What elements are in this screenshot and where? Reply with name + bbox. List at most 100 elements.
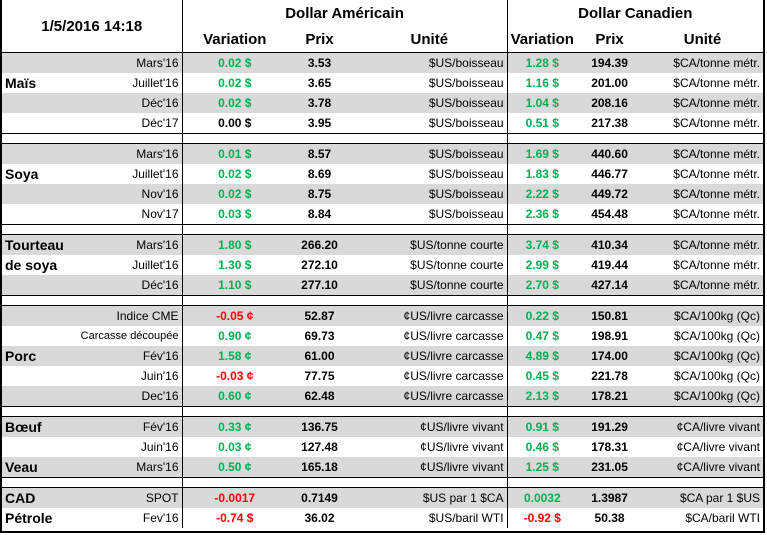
us-price: 8.75 [287,184,353,204]
table-row: Dec'16 0.60 ¢ 62.48 ¢US/livre carcasse 2.13 … [2,386,763,407]
us-variation-header: Variation [181,26,288,53]
table-row: Indice CME -0.05 ¢ 52.87 ¢US/livre carcasse… [2,305,763,326]
ca-variation: 1.69 $ [506,143,578,164]
us-unit: $US par 1 $CA [352,487,508,508]
us-unit: $US/boisseau [352,52,508,73]
ca-variation: 0.47 $ [506,326,578,346]
table-row: Déc'16 1.10 $277.10 $US/tonne courte 2.70 $… [2,275,763,296]
table-row: de soya Juillet'16 1.30 $ 272.10 $US/tonne c… [2,255,763,275]
ca-unit: $CA/tonne métr. [642,234,763,255]
us-variation: 0.90 ¢ [181,326,288,346]
ca-unit: $CA/tonne métr. [642,52,763,73]
ca-variation: 0.0032 [506,487,578,508]
ca-price: 201.00 [591,76,628,90]
ca-price: 198.91 [591,329,628,343]
us-unit-header: Unité [410,30,449,48]
group-label [2,93,70,113]
us-unit: $US/boisseau [352,143,508,164]
ca-variation-header: Variation [506,26,578,53]
contract: Fév'16 [70,346,183,366]
ca-variation: 0.51 $ [506,113,578,134]
ca-variation: 4.89 $ [506,346,578,366]
ca-unit: $CA par 1 $US [642,487,763,508]
table-row: Juin'16 -0.03 ¢ 77.75 ¢US/livre carcasse 0.4… [2,366,763,386]
contract: Mars'16 [70,143,183,164]
ca-variation: 2.22 $ [506,184,578,204]
ca-price: 427.14 [577,275,643,296]
us-price: 8.57 [287,143,353,164]
group-label: Pétrole [5,510,53,526]
contract: Nov'17 [141,207,179,221]
table-row: Soya Juillet'16 0.02 $ 8.69 $US/boisseau 1.83… [2,164,763,184]
group-label: Tourteau [2,234,70,255]
ca-unit: $CA/100kg (Qc) [673,369,760,383]
contract: Juillet'16 [132,258,179,272]
us-price: 277.10 [287,275,353,296]
group-label: Porc [2,346,70,366]
us-price: 266.20 [287,234,353,255]
us-variation: -0.74 $ [181,508,288,528]
group-label: de soya [5,257,58,273]
usd-title: Dollar Américain [181,0,508,26]
us-variation: 0.60 ¢ [181,386,288,407]
separator-row [2,133,763,144]
table-row: Mars'16 0.01 $8.57 $US/boisseau 1.69 $440.6… [2,143,763,164]
separator-row [2,295,763,306]
ca-price: 208.16 [577,93,643,113]
contract: Juin'16 [140,369,179,383]
ca-price: 410.34 [577,234,643,255]
us-unit: $US/boisseau [428,116,504,130]
us-unit: ¢US/livre carcasse [352,386,508,407]
us-variation: 1.58 ¢ [181,346,288,366]
group-label [2,52,70,73]
ca-price: 454.48 [591,207,628,221]
ca-variation: 3.74 $ [506,234,578,255]
us-price-header: Prix [305,30,334,48]
group-label: Bœuf [2,416,70,437]
ca-unit: $CA/tonne métr. [673,207,760,221]
ca-unit: $CA/100kg (Qc) [642,346,763,366]
contract: Nov'16 [70,184,183,204]
us-variation: 0.02 $ [181,164,288,184]
ca-unit: $CA/tonne métr. [642,93,763,113]
ca-variation: 1.04 $ [506,93,578,113]
ca-variation: -0.92 $ [506,508,578,528]
us-variation: 0.50 ¢ [181,457,288,478]
us-unit: $US/boisseau [352,184,508,204]
us-unit: $US/tonne courte [410,258,504,272]
ca-price: 440.60 [577,143,643,164]
contract: SPOT [70,487,183,508]
us-price: 69.73 [304,329,335,343]
us-price: 52.87 [287,305,353,326]
group-label: Maïs [5,75,37,91]
table-row: Maïs Juillet'16 0.02 $ 3.65 $US/boisseau 1.16… [2,73,763,93]
ca-unit: $CA/tonne métr. [673,167,760,181]
group-label [2,366,70,386]
ca-variation: 1.83 $ [506,164,578,184]
group-label: Veau [2,457,70,478]
contract: Mars'16 [70,52,183,73]
ca-price: 221.78 [591,369,628,383]
ca-variation: 1.16 $ [506,73,578,93]
table-row: Pétrole Fev'16 -0.74 $ 36.02 $US/baril WTI -0… [2,508,763,528]
us-unit: $US/tonne courte [352,234,508,255]
ca-variation: 2.70 $ [506,275,578,296]
ca-unit: ¢CA/livre vivant [642,416,763,437]
separator-row [2,406,763,417]
ca-price: 178.31 [591,440,628,454]
ca-unit: $CA/tonne métr. [642,275,763,296]
table-row: Juin'16 0.03 ¢ 127.48 ¢US/livre vivant 0.46 … [2,437,763,457]
group-label: Soya [5,166,39,182]
table-row: Bœuf Fév'16 0.33 ¢ 136.75 ¢US/livre vivant 0.… [2,416,763,437]
group-label [2,386,70,407]
contract: Juillet'16 [132,167,179,181]
table-row: Nov'17 0.03 $ 8.84 $US/boisseau 2.36 $ 454.48… [2,204,763,225]
ca-price-header: Prix [595,30,624,48]
group-label [2,143,70,164]
datetime: 1/5/2016 14:18 [41,17,143,35]
ca-unit: ¢CA/livre vivant [642,457,763,478]
table-row: Mars'16 0.02 $3.53 $US/boisseau 1.28 $194.3… [2,52,763,73]
ca-unit: $CA/tonne métr. [673,116,760,130]
ca-unit: $CA/100kg (Qc) [642,305,763,326]
